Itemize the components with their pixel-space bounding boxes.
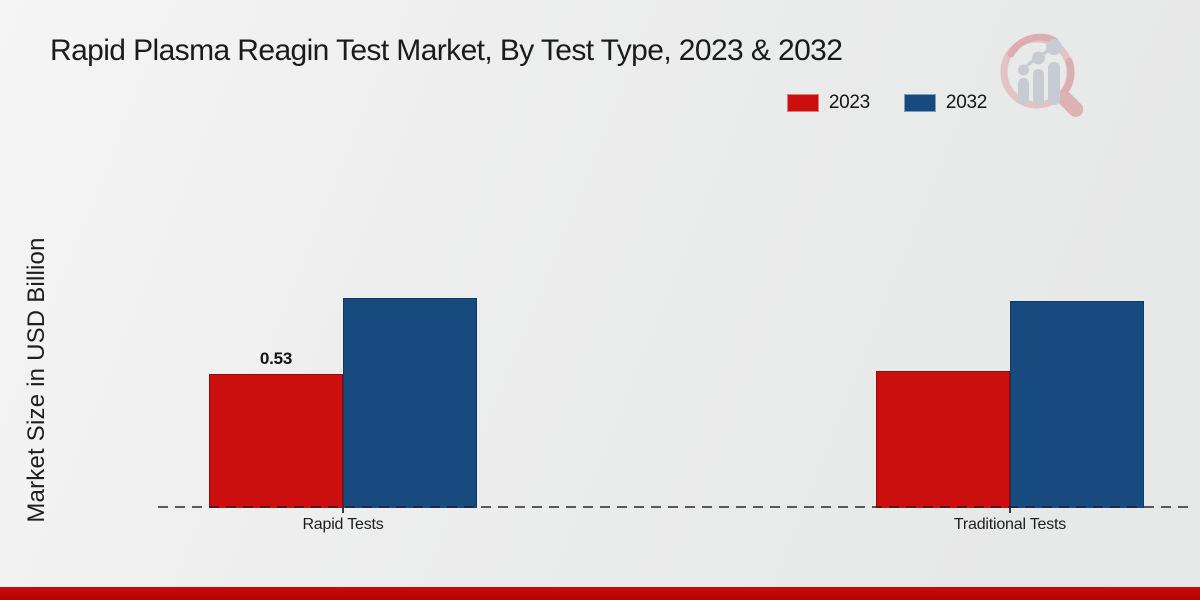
category-label: Rapid Tests <box>302 516 384 533</box>
legend-label: 2023 <box>828 92 870 113</box>
category-label: Traditional Tests <box>953 516 1067 533</box>
legend: 2023 2032 <box>786 92 987 114</box>
bar-2032-rapid-tests <box>343 298 477 508</box>
bar-2023-rapid-tests <box>209 374 343 508</box>
x-axis-line <box>158 506 1195 508</box>
legend-item-2023: 2023 <box>786 92 870 114</box>
bar-2032-traditional-tests <box>1010 301 1144 508</box>
mrfr-logo-watermark <box>1000 33 1084 117</box>
legend-item-2032: 2032 <box>903 92 987 114</box>
x-axis-tick <box>1009 508 1011 513</box>
chart-title: Rapid Plasma Reagin Test Market, By Test… <box>50 34 843 67</box>
x-axis-tick <box>342 508 344 513</box>
legend-swatch-2032 <box>903 94 936 112</box>
legend-label: 2032 <box>945 92 987 113</box>
bar-value-label: 0.53 <box>259 349 293 368</box>
legend-swatch-2023 <box>786 94 819 112</box>
bar-2023-traditional-tests <box>876 371 1010 508</box>
bottom-red-strip <box>0 587 1200 600</box>
